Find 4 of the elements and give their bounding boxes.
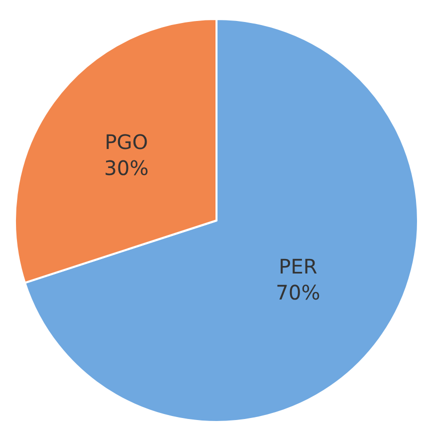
slice-label: PGO: [104, 130, 148, 154]
slice-label: PER: [278, 254, 318, 279]
data-label: 30%: [104, 156, 149, 180]
data-label: 70%: [276, 280, 320, 305]
